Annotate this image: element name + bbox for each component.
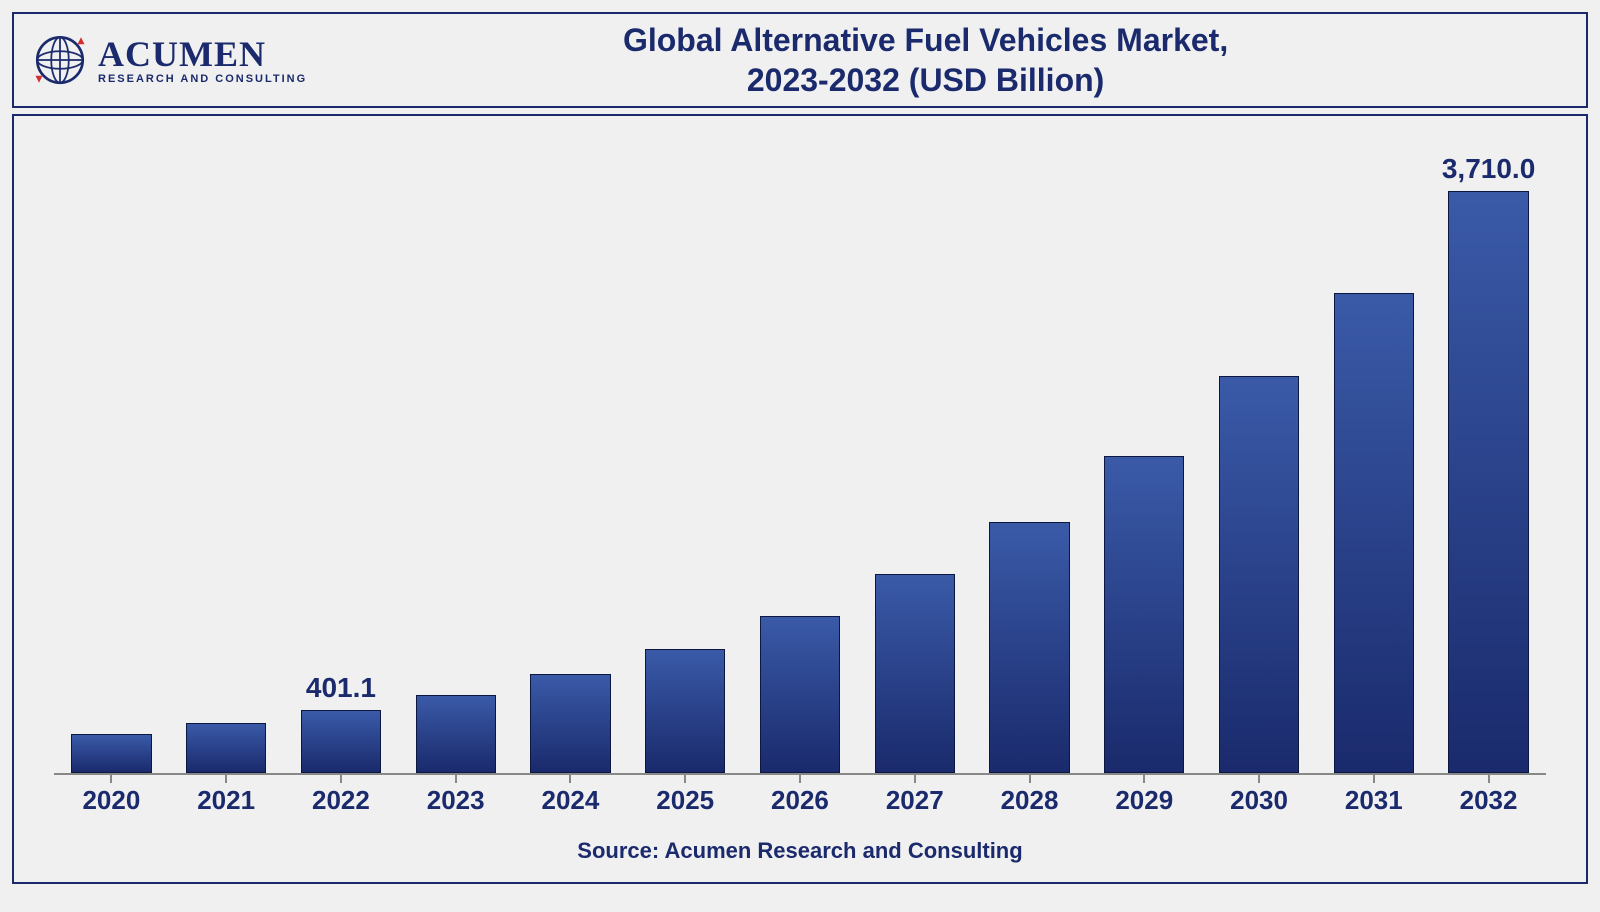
x-axis-label: 2028: [972, 785, 1087, 816]
x-axis-label: 2023: [398, 785, 513, 816]
bar: [530, 674, 610, 773]
tick-mark: [340, 775, 342, 783]
x-axis-label: 2026: [743, 785, 858, 816]
bar: [71, 734, 151, 773]
bar-slot: [513, 146, 628, 773]
x-axis-tick: [857, 775, 972, 783]
title-line-1: Global Alternative Fuel Vehicles Market,: [325, 20, 1526, 60]
tick-mark: [799, 775, 801, 783]
source-caption: Source: Acumen Research and Consulting: [54, 838, 1546, 864]
bars-row: 401.1 3,710.0: [54, 146, 1546, 775]
tick-mark: [1258, 775, 1260, 783]
tick-mark: [914, 775, 916, 783]
header-bar: ACUMEN RESEARCH AND CONSULTING Global Al…: [12, 12, 1588, 108]
bar-slot: [743, 146, 858, 773]
tick-row: [54, 775, 1546, 783]
bar-slot: [972, 146, 1087, 773]
x-axis-tick: [743, 775, 858, 783]
x-axis-label: 2024: [513, 785, 628, 816]
bar-slot: [1087, 146, 1202, 773]
title-line-2: 2023-2032 (USD Billion): [325, 60, 1526, 100]
logo: ACUMEN RESEARCH AND CONSULTING: [14, 32, 325, 88]
tick-mark: [1143, 775, 1145, 783]
tick-mark: [1373, 775, 1375, 783]
bar: [645, 649, 725, 773]
bar-slot: 3,710.0: [1431, 146, 1546, 773]
x-axis-label: 2022: [284, 785, 399, 816]
bar-slot: 401.1: [284, 146, 399, 773]
x-axis-label: 2021: [169, 785, 284, 816]
x-axis-tick: [1087, 775, 1202, 783]
x-axis-label: 2032: [1431, 785, 1546, 816]
tick-mark: [1488, 775, 1490, 783]
x-axis-tick: [972, 775, 1087, 783]
plot-area: 401.1 3,710.0: [54, 146, 1546, 775]
x-axis-tick: [169, 775, 284, 783]
bar: [989, 522, 1069, 773]
bar-slot: [398, 146, 513, 773]
chart-panel: 401.13,710.0 202020212022202320242025202…: [12, 114, 1588, 884]
x-axis-tick: [1316, 775, 1431, 783]
x-axis-label: 2020: [54, 785, 169, 816]
logo-main-text: ACUMEN: [98, 36, 307, 72]
tick-mark: [684, 775, 686, 783]
bar-slot: [628, 146, 743, 773]
logo-sub-text: RESEARCH AND CONSULTING: [98, 74, 307, 85]
bar-slot: [54, 146, 169, 773]
x-axis-label: 2029: [1087, 785, 1202, 816]
bar-value-label: 3,710.0: [1442, 153, 1535, 185]
x-axis-tick: [1431, 775, 1546, 783]
bar: [1334, 293, 1414, 773]
bar: [1448, 191, 1528, 773]
bar-value-label: 401.1: [306, 672, 376, 704]
bar: [301, 710, 381, 773]
bar: [1104, 456, 1184, 773]
tick-mark: [1029, 775, 1031, 783]
x-axis-labels: 2020202120222023202420252026202720282029…: [54, 785, 1546, 816]
x-axis-tick: [628, 775, 743, 783]
x-axis-tick: [398, 775, 513, 783]
bar: [1219, 376, 1299, 773]
x-axis-label: 2025: [628, 785, 743, 816]
bar: [416, 695, 496, 773]
bar-slot: [1316, 146, 1431, 773]
tick-mark: [569, 775, 571, 783]
bar: [760, 616, 840, 773]
chart-title: Global Alternative Fuel Vehicles Market,…: [325, 20, 1586, 100]
bar-slot: [169, 146, 284, 773]
x-axis-label: 2027: [857, 785, 972, 816]
logo-text: ACUMEN RESEARCH AND CONSULTING: [98, 36, 307, 85]
x-axis-tick: [513, 775, 628, 783]
x-axis-tick: [54, 775, 169, 783]
bar: [186, 723, 266, 773]
x-axis-label: 2030: [1202, 785, 1317, 816]
globe-icon: [32, 32, 88, 88]
tick-mark: [455, 775, 457, 783]
bar-slot: [1202, 146, 1317, 773]
tick-mark: [110, 775, 112, 783]
x-axis-tick: [1202, 775, 1317, 783]
bar-slot: [857, 146, 972, 773]
x-axis-label: 2031: [1316, 785, 1431, 816]
bar: [875, 574, 955, 773]
tick-mark: [225, 775, 227, 783]
x-axis-tick: [284, 775, 399, 783]
